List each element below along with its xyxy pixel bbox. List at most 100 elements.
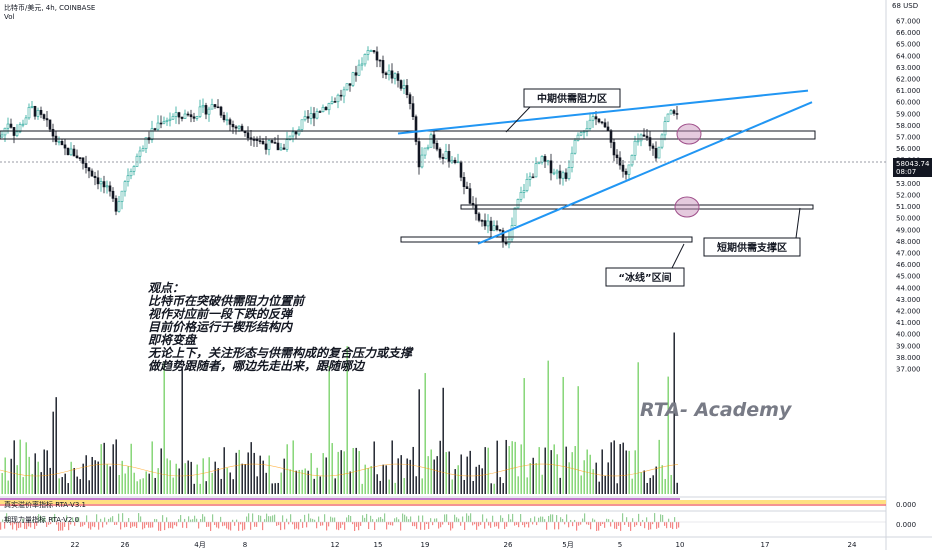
volume-bar xyxy=(151,441,153,494)
volume-bar xyxy=(436,456,438,494)
volume-bars xyxy=(0,332,679,494)
short-zone-rect[interactable] xyxy=(460,204,814,210)
ind2-bar xyxy=(282,515,284,522)
volume-bar xyxy=(82,463,84,494)
candle-body xyxy=(318,111,322,113)
price-axis[interactable]: 67.000 66.000 65.000 64.000 63.000 62.000 61.0… xyxy=(896,18,921,374)
ind2-bar xyxy=(92,522,94,527)
ind2-bar xyxy=(558,522,560,530)
volume-bar xyxy=(478,464,480,494)
ice-zone-callout[interactable]: “冰线”区间 xyxy=(605,243,685,287)
ind2-bar xyxy=(302,522,304,528)
volume-bar xyxy=(580,475,582,494)
candle-body xyxy=(399,80,403,89)
volume-bar xyxy=(262,460,264,494)
volume-bar xyxy=(277,482,279,494)
candle-body xyxy=(378,59,382,62)
mid-zone-rect[interactable] xyxy=(0,130,816,140)
volume-bar xyxy=(442,387,444,494)
ind2-bar xyxy=(470,513,472,522)
ind2-bar xyxy=(44,517,46,522)
volume-bar xyxy=(343,451,345,494)
candle-body xyxy=(525,179,529,191)
ind2-bar xyxy=(534,516,536,522)
ind2-bar xyxy=(334,517,336,522)
candle-body xyxy=(369,50,373,52)
volume-bar xyxy=(292,440,294,494)
volume-bar xyxy=(265,472,267,494)
ind2-bar xyxy=(438,522,440,529)
ind2-bar xyxy=(192,519,194,522)
zone-highlight-circle xyxy=(674,196,700,218)
volume-bar xyxy=(358,451,360,494)
ind2-bar xyxy=(464,522,466,530)
volume-bar xyxy=(205,481,207,494)
volume-bar xyxy=(499,477,501,494)
candle-body xyxy=(183,113,187,119)
ind2-bar xyxy=(658,522,660,528)
ind2-bar xyxy=(32,519,34,522)
candle-body xyxy=(165,119,169,122)
mid-zone-box xyxy=(523,88,621,108)
candle-body xyxy=(66,147,70,156)
ind2-bar xyxy=(568,522,570,528)
ind2-bar xyxy=(592,518,594,522)
candle-body xyxy=(636,140,640,143)
ind2-bar xyxy=(384,513,386,522)
ind2-bar xyxy=(294,522,296,530)
candle-body xyxy=(69,148,73,156)
candle-body xyxy=(321,106,325,112)
candle-body xyxy=(591,116,595,121)
candle-body xyxy=(312,113,316,119)
ind2-bar xyxy=(132,522,134,527)
ind2-bar xyxy=(394,518,396,522)
candle-body xyxy=(117,201,121,212)
short-zone-callout[interactable]: 短期供需支撑区 xyxy=(703,207,801,257)
ind2-bar xyxy=(622,513,624,522)
volume-bar xyxy=(349,471,351,494)
vol-label: Vol xyxy=(4,13,15,21)
candle-body xyxy=(429,134,433,148)
candle-body xyxy=(213,104,217,108)
volume-bar xyxy=(403,477,405,494)
volume-bar xyxy=(484,447,486,494)
volume-bar xyxy=(430,449,432,494)
volume-bar xyxy=(280,472,282,494)
candle-body xyxy=(279,147,283,151)
candle-body xyxy=(270,140,274,143)
ind2-bar xyxy=(468,515,470,522)
wedge-trendline[interactable] xyxy=(397,89,809,135)
price-tick-label: 48.000 xyxy=(896,238,921,246)
time-axis[interactable]: 22 26 4月 8 12 15 19 26 5月 5 10 17 24 xyxy=(71,541,857,549)
volume-bar xyxy=(406,458,408,494)
ind2-bar xyxy=(416,522,418,529)
ind2-bar xyxy=(370,515,372,522)
volume-bar xyxy=(538,447,540,494)
volume-bar xyxy=(487,447,489,494)
candle-body xyxy=(528,176,532,180)
volume-bar xyxy=(7,480,9,494)
wedge-trendline[interactable] xyxy=(477,101,813,245)
mid-zone-callout[interactable]: 中期供需阻力区 xyxy=(505,88,621,133)
ind2-bar xyxy=(476,522,478,530)
candle-body xyxy=(33,106,37,117)
candle-body xyxy=(495,225,499,230)
ind2-bar xyxy=(626,517,628,522)
ind2-bar xyxy=(98,522,100,530)
ind2-bar xyxy=(344,522,346,530)
view-line-1: 比特币在突破供需阻力位置前 xyxy=(148,294,306,308)
volume-bar xyxy=(133,472,135,494)
ind2-bar xyxy=(36,522,38,526)
ind2-bar xyxy=(398,519,400,522)
candle-body xyxy=(477,213,481,221)
ice-zone-rect[interactable] xyxy=(400,236,693,243)
candle-body xyxy=(663,121,667,136)
ind2-bar xyxy=(54,513,56,522)
candle-body xyxy=(42,114,46,119)
candle-body xyxy=(660,134,664,148)
ind2-bar xyxy=(114,522,116,525)
volume-bar xyxy=(103,442,105,494)
ind2-bar xyxy=(148,522,150,528)
ind2-bar xyxy=(612,519,614,522)
